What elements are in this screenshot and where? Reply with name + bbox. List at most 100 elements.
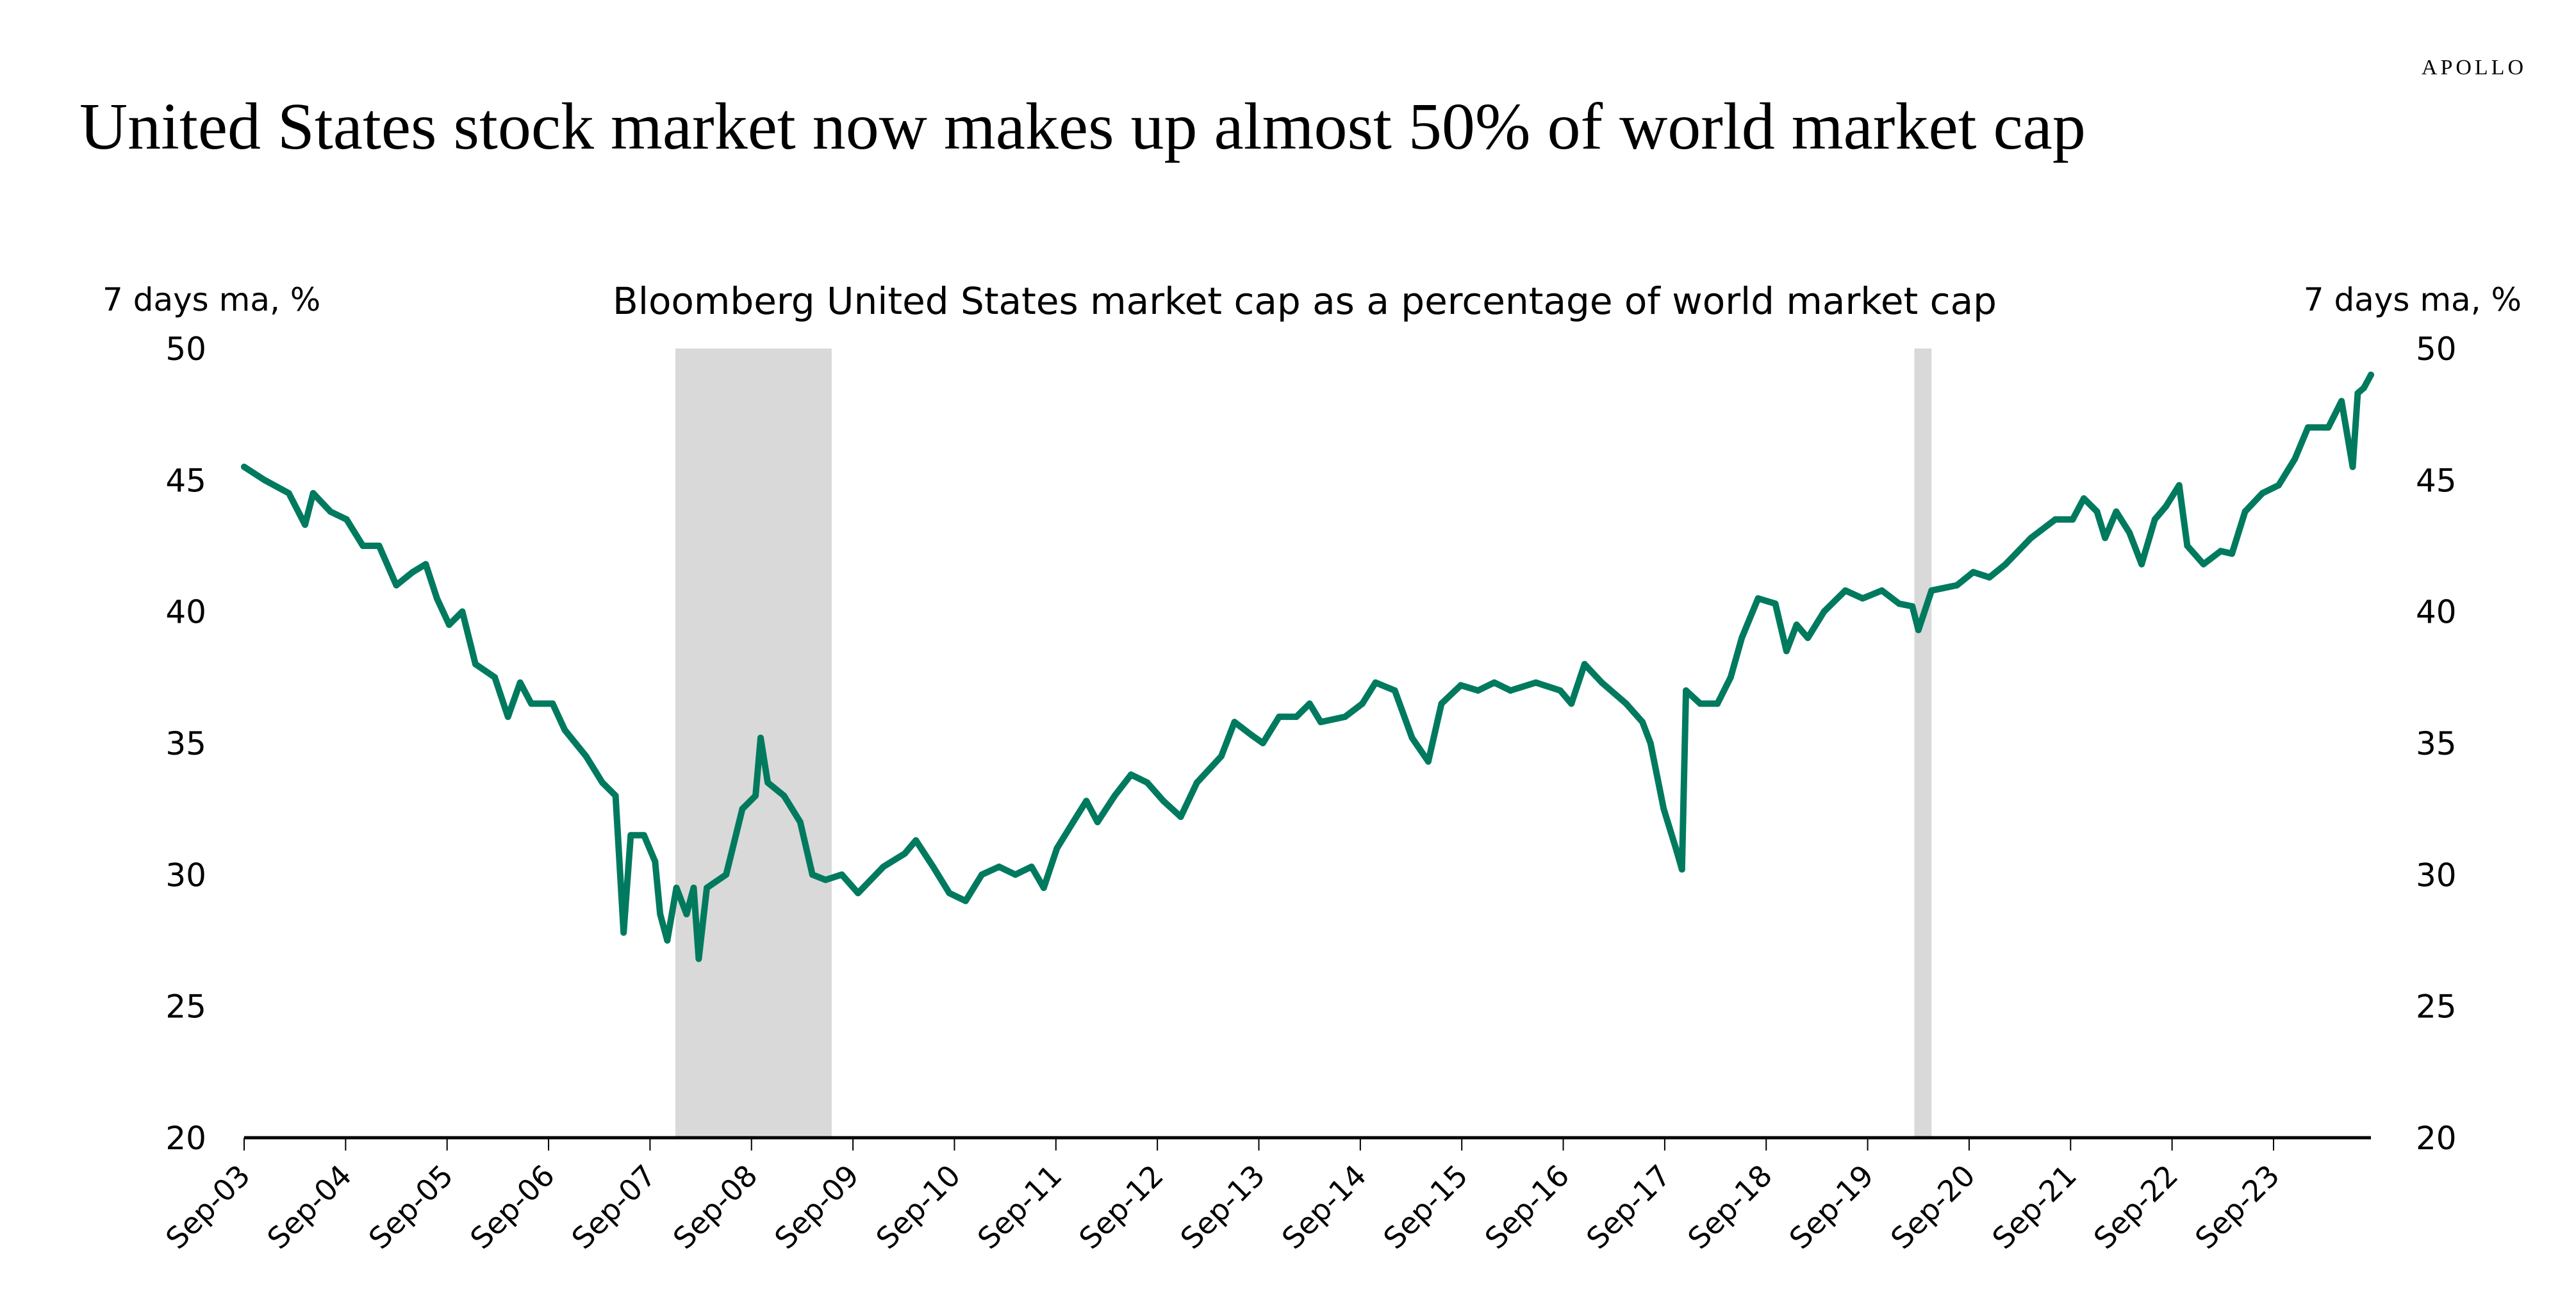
x-tick-label: Sep-16 [1478,1158,1576,1256]
data-point [1647,740,1654,746]
data-point [2242,508,2249,515]
data-point [2368,372,2374,379]
data-point [1359,700,1366,707]
x-tick-label: Sep-09 [768,1158,866,1256]
data-point [2217,548,2224,555]
data-point [652,858,659,865]
data-point [2093,508,2101,515]
data-point [343,516,350,523]
x-tick-label: Sep-20 [1884,1158,1982,1256]
data-point [491,674,499,681]
x-tick-label: Sep-13 [1174,1158,1272,1256]
data-point [285,489,292,496]
x-tick-label: Sep-05 [362,1158,460,1256]
data-point [409,569,416,576]
data-point [640,832,647,839]
data-point [1391,687,1398,694]
data-point [1556,687,1564,694]
data-point [528,700,535,707]
data-point [2354,389,2361,397]
data-point [1144,779,1151,786]
data-point [327,508,334,515]
y-tick-label-left: 20 [165,1120,206,1157]
data-point [1714,700,1721,707]
chart-title: Bloomberg United States market cap as a … [613,279,1997,323]
y-tick-label-right: 35 [2416,725,2457,762]
data-point [780,792,788,799]
data-point [1317,719,1325,726]
data-point [445,621,452,628]
x-tick-label: Sep-22 [2087,1158,2185,1256]
data-point [261,477,268,484]
recession-shading [675,348,1932,1138]
data-point [901,850,908,857]
data-point [2200,561,2207,568]
data-point [1622,700,1630,707]
data-point [1094,819,1101,826]
data-point [1259,740,1266,746]
data-point [930,864,937,871]
data-point [739,805,746,812]
data-point [1293,713,1300,720]
data-point [1793,621,1800,628]
data-point [1821,608,1828,615]
data-point [549,700,556,707]
data-point [1490,679,1498,686]
data-point [1069,819,1077,826]
y-axis-label-right: 7 days ma, % [2304,281,2522,318]
data-point [2360,384,2367,391]
data-point [1842,587,1849,594]
data-point [302,521,309,529]
y-tick-label-left: 25 [165,988,206,1026]
data-point [1177,813,1184,820]
data-point [1438,700,1445,707]
y-tick-label-right: 50 [2416,331,2457,368]
data-point [2027,534,2035,541]
data-point [1804,634,1812,641]
data-point [2338,398,2345,405]
data-point [695,955,702,962]
data-point [561,726,568,733]
data-point [683,910,690,917]
y-tick-label-right: 45 [2416,462,2457,499]
data-point [627,832,634,839]
data-point [1160,798,1167,805]
data-point [797,819,804,826]
data-point [459,608,466,615]
data-point [664,937,671,944]
data-point [1028,864,1035,871]
x-tick-label: Sep-04 [261,1158,359,1256]
data-point [1012,871,1019,878]
recession-band [675,348,832,1138]
x-axis: Sep-03 Sep-04 Sep-05 Sep-06 Sep-07 Sep-08 Sep-… [159,1136,2371,1256]
y-tick-label-left: 45 [165,462,206,499]
data-point [1276,713,1283,720]
data-point [704,884,711,891]
data-point [880,864,887,871]
data-point [359,543,367,549]
data-point [996,864,1003,871]
recession-band [1914,348,1932,1138]
data-point [310,489,317,496]
data-point [2325,424,2332,431]
x-tick-label: Sep-11 [971,1158,1069,1256]
data-point [2102,534,2109,541]
data-point [657,910,664,917]
data-point [1231,719,1238,726]
data-point [1474,687,1482,694]
data-point [1697,700,1704,707]
data-point [1507,687,1514,694]
data-point [1053,845,1061,852]
data-point [1193,779,1200,786]
data-point [690,884,697,891]
series-line-us-share [241,372,2374,962]
y-axis-label-left: 7 days ma, % [103,281,320,318]
y-tick-label-right: 30 [2416,856,2457,894]
data-point [822,876,829,883]
data-point [2184,543,2191,549]
data-point [1895,600,1903,607]
data-point [612,792,619,799]
data-point [1342,713,1349,720]
x-tick-label: Sep-10 [870,1158,968,1256]
data-point [1424,758,1432,765]
